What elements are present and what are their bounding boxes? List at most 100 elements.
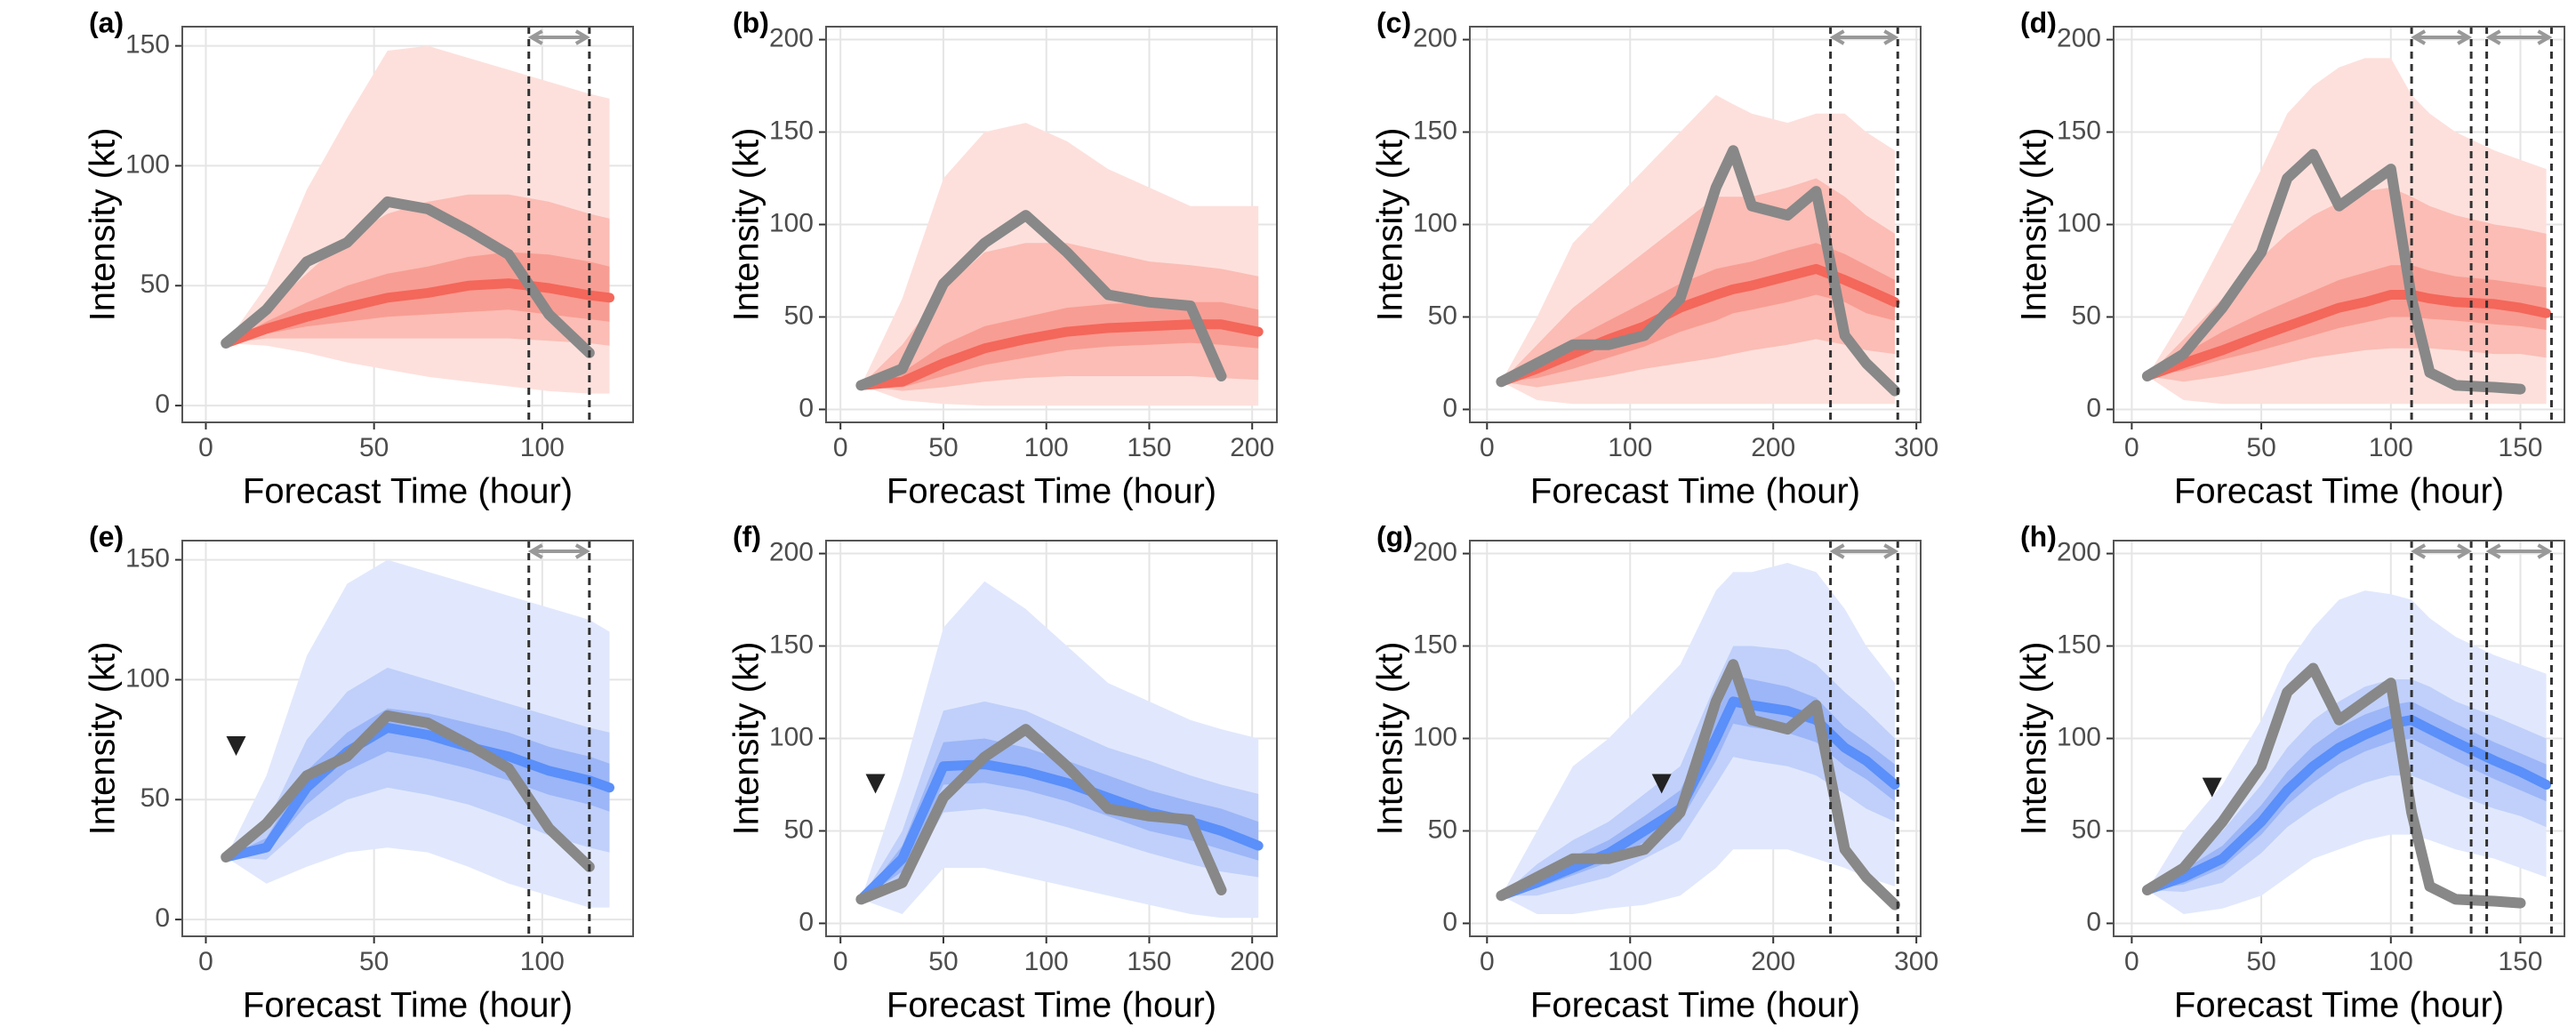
y-tick-label: 0	[2086, 393, 2101, 422]
observed-line	[221, 710, 595, 872]
marker-triangle	[2202, 777, 2222, 798]
range-arrow	[1829, 543, 1899, 559]
plot-border	[181, 26, 634, 423]
x-tick-label: 100	[520, 433, 565, 462]
y-tick-label: 200	[1413, 23, 1457, 52]
panel: 0 50 100 150 200 0 100 200 300 Forecast Time (hou…	[1371, 520, 1939, 1024]
y-tick-label: 150	[125, 29, 170, 59]
y-tick-label: 100	[1413, 722, 1457, 751]
observed-line	[1496, 145, 1900, 397]
x-tick-label: 50	[359, 947, 389, 976]
panel: 0 50 100 150 0 50 100 Forecast Time (hour) Inten…	[84, 520, 634, 1025]
panel-label: (d)	[2020, 6, 2057, 38]
panel-label: (e)	[89, 520, 124, 552]
panel: 0 50 100 150 0 50 100 Forecast Time (hour) Inten…	[84, 6, 634, 511]
plot-border	[181, 540, 634, 937]
y-tick-label: 50	[1428, 301, 1457, 330]
y-tick-label: 0	[1442, 393, 1457, 422]
x-tick-label: 150	[1127, 433, 1171, 462]
x-tick-label: 50	[928, 433, 958, 462]
y-tick-label: 200	[1413, 537, 1457, 566]
plot-border	[2113, 26, 2565, 423]
panel-label: (c)	[1376, 6, 1411, 38]
x-tick-label: 100	[1608, 433, 1652, 462]
median-line	[221, 278, 614, 349]
x-tick-label: 0	[833, 947, 848, 976]
median-line	[1496, 263, 1900, 387]
y-tick-label: 50	[784, 814, 814, 844]
panel-label: (a)	[89, 6, 124, 38]
range-arrow	[2411, 543, 2473, 559]
plot-data	[221, 45, 614, 394]
y-tick-label: 150	[125, 543, 170, 573]
x-tick-label: 0	[2124, 433, 2139, 462]
y-tick-label: 100	[2057, 208, 2101, 237]
x-tick-label: 50	[2246, 433, 2275, 462]
x-axis-title: Forecast Time (hour)	[243, 986, 573, 1025]
y-tick-label: 0	[798, 907, 814, 936]
x-tick-label: 0	[1480, 433, 1495, 462]
y-tick-label: 100	[125, 149, 170, 179]
marker-triangle	[865, 774, 886, 794]
quantile-band	[2147, 701, 2547, 890]
panel: 0 50 100 150 200 0 50 100 150 Forecast Time (hour…	[2015, 6, 2565, 511]
plot-data	[1496, 563, 1900, 914]
plot-border	[825, 26, 1278, 423]
plot-border	[825, 540, 1278, 937]
range-arrow	[1829, 29, 1899, 45]
observed-line	[855, 724, 1227, 905]
x-tick-label: 0	[1480, 947, 1495, 976]
y-axis-title: Intensity (kt)	[1371, 642, 1410, 836]
plot-data	[2141, 58, 2552, 405]
x-tick-label: 200	[1230, 947, 1274, 976]
y-tick-label: 0	[1442, 907, 1457, 936]
quantile-band	[2147, 265, 2547, 376]
x-axis-title: Forecast Time (hour)	[1530, 986, 1860, 1025]
median-line	[2142, 715, 2552, 895]
x-axis-title: Forecast Time (hour)	[243, 472, 573, 511]
x-tick-label: 300	[1894, 433, 1938, 462]
y-tick-label: 50	[2072, 814, 2101, 844]
y-tick-label: 100	[1413, 208, 1457, 237]
observed-line	[1496, 659, 1900, 911]
panel: 0 50 100 150 200 0 50 100 150 200 Forecast Time (h…	[727, 6, 1278, 511]
plot-data	[855, 123, 1264, 406]
plot-border	[1469, 540, 1922, 937]
x-tick-label: 150	[1127, 947, 1171, 976]
y-axis-title: Intensity (kt)	[2015, 128, 2054, 322]
y-axis-title: Intensity (kt)	[84, 642, 123, 836]
y-axis-title: Intensity (kt)	[1371, 128, 1410, 322]
y-tick-label: 150	[769, 116, 814, 145]
y-tick-label: 0	[2086, 907, 2101, 936]
observed-line	[2141, 662, 2526, 909]
marker-triangle	[1651, 774, 1672, 794]
range-arrow	[2411, 29, 2473, 45]
panel: 0 50 100 150 200 0 50 100 150 Forecast Time (hour…	[2015, 520, 2565, 1025]
x-tick-label: 50	[359, 433, 389, 462]
y-tick-label: 50	[2072, 301, 2101, 330]
x-tick-label: 100	[1024, 947, 1069, 976]
y-tick-label: 50	[1428, 814, 1457, 844]
x-tick-label: 300	[1894, 947, 1938, 976]
quantile-band	[1501, 675, 1895, 896]
x-tick-label: 0	[833, 433, 848, 462]
x-axis-title: Forecast Time (hour)	[1530, 472, 1860, 511]
x-axis-title: Forecast Time (hour)	[887, 472, 1216, 511]
observed-line	[221, 196, 595, 358]
y-tick-label: 0	[155, 903, 170, 933]
panel-label: (f)	[733, 520, 761, 552]
median-line	[221, 722, 614, 863]
y-tick-label: 0	[798, 393, 814, 422]
y-tick-label: 50	[140, 783, 170, 813]
y-tick-label: 100	[2057, 722, 2101, 751]
y-axis-title: Intensity (kt)	[727, 128, 766, 322]
plot-border	[2113, 540, 2565, 937]
plot-border	[1469, 26, 1922, 423]
y-tick-label: 200	[769, 23, 814, 52]
panel-label: (b)	[733, 6, 769, 38]
x-tick-label: 200	[1230, 433, 1274, 462]
y-axis-title: Intensity (kt)	[84, 128, 123, 322]
x-tick-label: 100	[1608, 947, 1652, 976]
panel-label: (g)	[1376, 520, 1413, 552]
